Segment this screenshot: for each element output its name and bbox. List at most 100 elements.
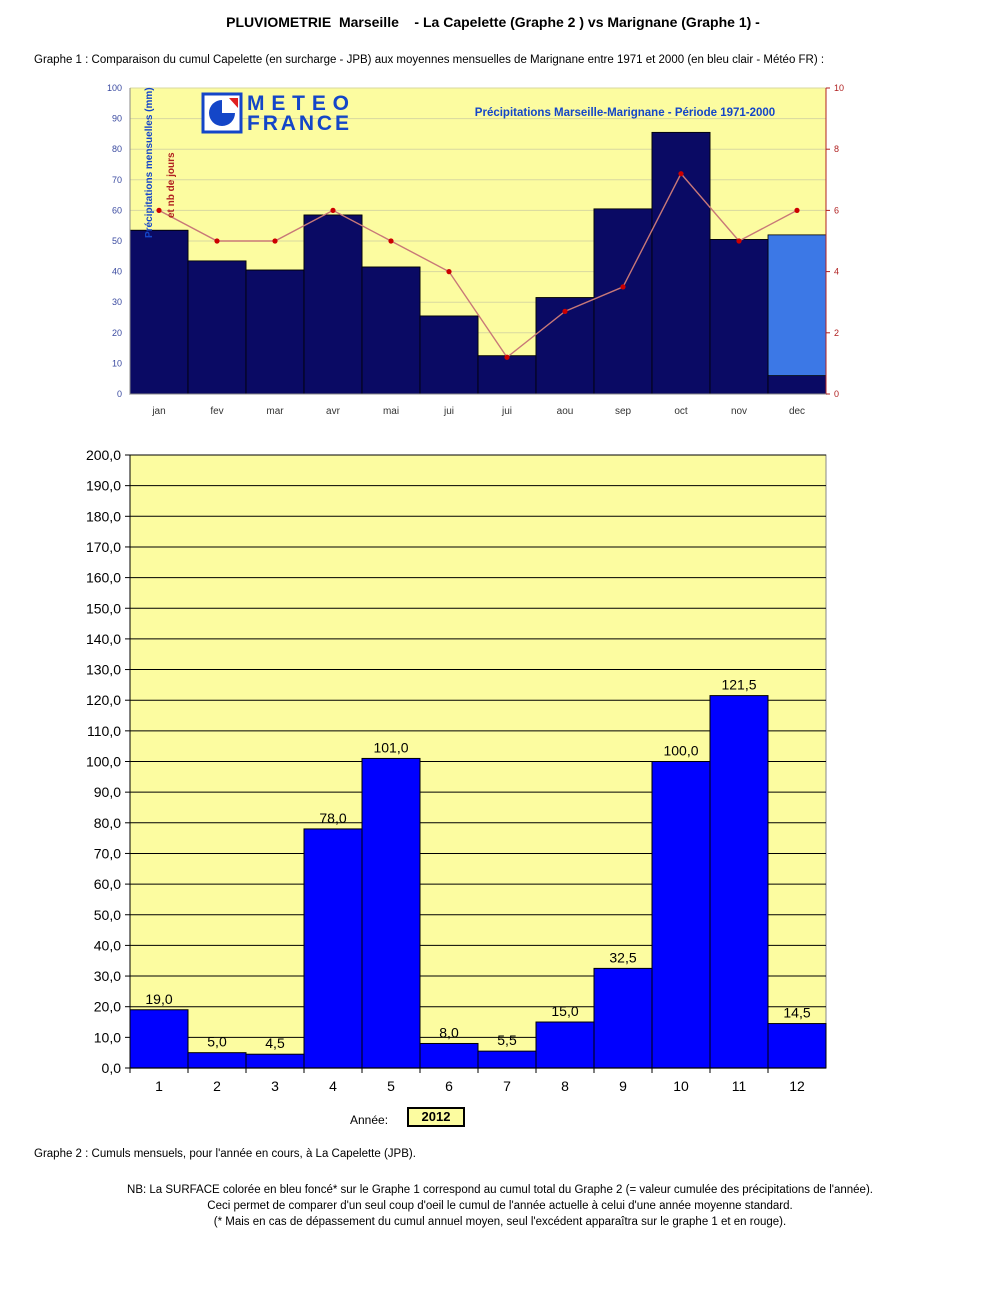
x-tick-label: 6 [445, 1078, 453, 1094]
bar-value-label: 121,5 [721, 677, 756, 693]
y-tick-label: 40 [112, 267, 122, 277]
rain-days-point [388, 238, 394, 244]
y2-tick-label: 4 [834, 267, 839, 277]
y-tick-label: 100 [107, 83, 122, 93]
bar-value-label: 100,0 [663, 743, 698, 759]
cumulative-overlay-bar [245, 269, 305, 395]
x-tick-label: jui [501, 406, 512, 417]
rain-days-point [330, 207, 336, 213]
y-tick-label: 0 [117, 389, 122, 399]
logo-text-line2: FRANCE [247, 112, 349, 135]
cumulative-overlay-bar [709, 239, 769, 395]
y-tick-label: 200,0 [86, 447, 121, 463]
footnote-line-1: NB: La SURFACE colorée en bleu foncé* su… [127, 1184, 873, 1196]
bar-value-label: 32,5 [609, 949, 636, 965]
rain-days-point [446, 269, 452, 275]
x-tick-label: 10 [673, 1078, 689, 1094]
monthly-total-bar [535, 1021, 595, 1069]
y-tick-label: 80,0 [94, 815, 121, 831]
rain-days-point [562, 308, 568, 314]
graph1-subtitle: Graphe 1 : Comparaison du cumul Capelett… [34, 54, 825, 66]
monthly-total-bar [245, 1053, 305, 1069]
cumulative-overlay-bar [129, 229, 189, 395]
y-tick-label: 40,0 [94, 937, 121, 953]
y-tick-label: 150,0 [86, 600, 121, 616]
rain-days-point [620, 284, 626, 290]
rain-days-point [272, 238, 278, 244]
monthly-total-bar [361, 757, 421, 1069]
bar-value-label: 15,0 [551, 1003, 578, 1019]
average-bar [767, 234, 827, 395]
rain-days-point [156, 207, 162, 213]
rain-days-line [158, 172, 798, 359]
x-tick-label: 8 [561, 1078, 569, 1094]
x-tick-label: 2 [213, 1078, 221, 1094]
y-tick-label: 70,0 [94, 845, 121, 861]
y2-axis-title: et nb de jours [166, 152, 177, 218]
x-tick-label: 11 [732, 1078, 747, 1094]
y-tick-label: 170,0 [86, 539, 121, 555]
monthly-total-bar [419, 1042, 479, 1069]
cumulative-overlay-bar [419, 315, 479, 395]
y-tick-label: 50,0 [94, 907, 121, 923]
x-tick-label: jui [443, 406, 454, 417]
cumulative-overlay-bar [593, 208, 653, 395]
bar-value-label: 101,0 [373, 739, 408, 755]
chart-1-precipitation-averages: 0 10 20 30 40 50 60 70 80 90 100 0 2 4 6 8 10 jan fev mar av… [107, 83, 844, 417]
y-tick-label: 20 [112, 328, 122, 338]
y2-tick-label: 8 [834, 144, 839, 154]
y-tick-label: 90,0 [94, 784, 121, 800]
y2-tick-label: 0 [834, 389, 839, 399]
monthly-total-bar [709, 695, 769, 1069]
x-tick-label: sep [615, 406, 632, 417]
footnote-line-3: (* Mais en cas de dépassement du cumul a… [213, 1216, 787, 1228]
x-tick-label: fev [210, 406, 223, 417]
x-tick-label: mar [266, 406, 284, 417]
x-tick-label: mai [383, 406, 399, 417]
bar-value-label: 5,5 [497, 1032, 517, 1048]
chart-2-monthly-totals: 0,0 10,0 20,0 30,0 40,0 50,0 60,0 70,0 80,0 90,0 1… [86, 447, 827, 1094]
footnote: NB: La SURFACE colorée en bleu foncé* su… [0, 1182, 986, 1230]
x-tick-label: jan [151, 406, 165, 417]
cumulative-overlay-bar [187, 260, 247, 395]
bar-value-label: 14,5 [783, 1005, 810, 1021]
y-tick-label: 160,0 [86, 570, 121, 586]
monthly-total-bar [303, 828, 363, 1069]
monthly-total-bar [651, 761, 711, 1069]
x-tick-label: aou [557, 406, 574, 417]
y-tick-label: 180,0 [86, 508, 121, 524]
y-tick-label: 10,0 [94, 1029, 121, 1045]
cumulative-overlay-bar [361, 266, 421, 395]
x-tick-label: 1 [155, 1078, 163, 1094]
graph2-caption: Graphe 2 : Cumuls mensuels, pour l'année… [34, 1148, 416, 1160]
y-tick-label: 120,0 [86, 692, 121, 708]
y-tick-label: 90 [112, 114, 122, 124]
y-tick-label: 130,0 [86, 662, 121, 678]
monthly-total-bar [767, 1023, 827, 1069]
rain-days-point [214, 238, 220, 244]
y-tick-label: 60,0 [94, 876, 121, 892]
year-value-box: 2012 [407, 1107, 465, 1127]
monthly-total-bar [477, 1050, 537, 1069]
x-tick-label: oct [674, 406, 688, 417]
y2-tick-label: 2 [834, 328, 839, 338]
x-tick-label: 4 [329, 1078, 337, 1094]
y-tick-label: 70 [112, 175, 122, 185]
logo-red-corner [229, 98, 238, 108]
bar-value-label: 5,0 [207, 1034, 227, 1050]
y-tick-label: 30 [112, 297, 122, 307]
y2-tick-label: 6 [834, 205, 839, 215]
rain-days-point [794, 207, 800, 213]
rain-days-point [504, 354, 510, 360]
x-tick-label: 3 [271, 1078, 279, 1094]
x-tick-label: 5 [387, 1078, 395, 1094]
rain-days-point [678, 171, 684, 177]
cumulative-overlay-bar [303, 214, 363, 395]
y-tick-label: 30,0 [94, 968, 121, 984]
x-tick-label: avr [326, 406, 341, 417]
y-axis-title: Précipitations mensuelles (mm) [144, 87, 155, 238]
bar-value-label: 4,5 [265, 1035, 285, 1051]
cumulative-overlay-bar [767, 375, 827, 395]
y-tick-label: 20,0 [94, 999, 121, 1015]
